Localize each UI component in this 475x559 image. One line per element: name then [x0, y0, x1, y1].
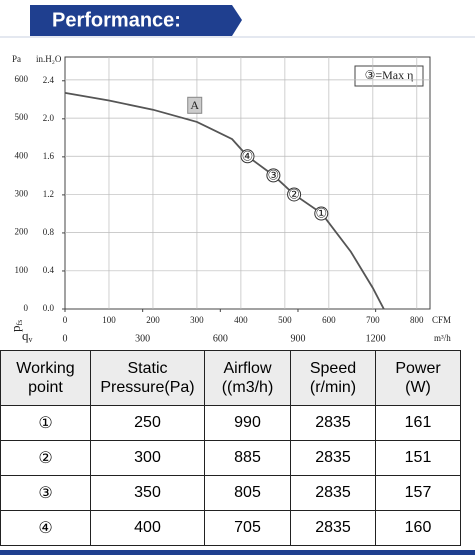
x2-tick-label: 300 — [135, 333, 150, 344]
x-symbol-sub: v — [29, 335, 33, 344]
y-symbol-main: p — [8, 326, 23, 333]
operating-point — [287, 187, 302, 202]
table-cell: 2835 — [290, 405, 376, 441]
table-cell: 2835 — [290, 510, 376, 546]
y-tick-label: 300 — [15, 189, 29, 199]
x2-unit: m³/h — [434, 333, 451, 343]
y2-tick-label: 1.6 — [43, 151, 55, 161]
x-tick-label: 500 — [278, 315, 292, 325]
table-cell: ③ — [0, 475, 91, 511]
note-box — [354, 65, 424, 87]
column-header: Static Pressure(Pa) — [90, 350, 205, 406]
y-tick-label: 400 — [15, 150, 29, 160]
chart: Performance: Pa in.H₂O CFM m³/h qv pfs ③… — [0, 5, 475, 344]
x-tick-label: 300 — [190, 315, 204, 325]
table-cell: 161 — [375, 405, 461, 441]
y-tick-label: 100 — [15, 265, 29, 275]
table-row: ① 250 990 2835 161 — [0, 405, 461, 441]
column-header: Airflow ((m3/h) — [204, 350, 291, 406]
table-cell: 885 — [204, 440, 291, 476]
table-cell: ① — [0, 405, 91, 441]
operating-point-label: ② — [288, 186, 300, 201]
y-tick-label: 0 — [24, 303, 29, 313]
header-row: Working point Static Pressure(Pa) Airflow … — [0, 350, 461, 406]
y2-unit: in.H₂O — [36, 54, 62, 64]
x-symbol: qv — [22, 328, 33, 344]
footer-bar — [0, 550, 475, 555]
annotation: A — [190, 98, 199, 112]
table-cell: 2835 — [290, 440, 376, 476]
x-tick-label: 100 — [102, 315, 116, 325]
y2-tick-label: 1.2 — [43, 189, 54, 199]
x-tick-label: 800 — [410, 315, 424, 325]
table-cell: 157 — [375, 475, 461, 511]
table-body: ① 250 990 2835 161 ② 300 885 2835 151 ③ 350 805 2835 1… — [0, 405, 461, 546]
x-tick-label: 400 — [234, 315, 248, 325]
table-cell: ② — [0, 440, 91, 476]
y-symbol: pfs — [8, 320, 24, 332]
curve — [64, 92, 385, 310]
operating-point-label: ③ — [268, 167, 280, 182]
table-cell: 160 — [375, 510, 461, 546]
y-tick-label: 600 — [15, 74, 29, 84]
x2-tick-label: 1200 — [366, 333, 386, 344]
operating-point-label: ① — [315, 206, 327, 221]
table-cell: 151 — [375, 440, 461, 476]
y2-tick-label: 0.0 — [43, 303, 55, 313]
table-cell: 350 — [90, 475, 205, 511]
table-row: ④ 400 705 2835 160 — [0, 510, 461, 546]
table-cell: 705 — [204, 510, 291, 546]
table-cell: ④ — [0, 510, 91, 546]
annotation-box — [187, 96, 203, 114]
y-unit: Pa — [12, 54, 21, 64]
operating-point-label: ④ — [242, 148, 254, 163]
x-tick-label: 200 — [146, 315, 160, 325]
y-tick-label: 200 — [15, 227, 29, 237]
operating-point — [240, 149, 255, 164]
column-header: Speed (r/min) — [290, 350, 376, 406]
x-tick-label: 600 — [322, 315, 336, 325]
y2-tick-label: 2.0 — [43, 113, 55, 123]
x-tick-label: 700 — [366, 315, 380, 325]
x-unit: CFM — [432, 315, 451, 325]
x2-tick-label: 0 — [63, 333, 68, 344]
column-header: Power (W) — [375, 350, 461, 406]
x-tick-label: 0 — [63, 315, 68, 325]
header-banner — [30, 5, 242, 36]
table-cell: 400 — [90, 510, 205, 546]
table-cell: 2835 — [290, 475, 376, 511]
x2-tick-label: 900 — [290, 333, 305, 344]
plot-frame — [64, 56, 431, 310]
table-cell: 990 — [204, 405, 291, 441]
y-tick-label: 500 — [15, 112, 29, 122]
operating-point — [314, 206, 329, 221]
table-cell: 250 — [90, 405, 205, 441]
table-cell: 300 — [90, 440, 205, 476]
y-symbol-sub: fs — [15, 320, 24, 326]
operating-point — [266, 168, 281, 183]
y2-tick-label: 2.4 — [43, 75, 55, 85]
table-row: ③ 350 805 2835 157 — [0, 475, 461, 511]
note: ③=Max η — [365, 68, 414, 82]
header-title: Performance: — [52, 9, 181, 31]
x2-tick-label: 600 — [213, 333, 228, 344]
spec-table: Working point Static Pressure(Pa) Airflow … — [0, 350, 461, 546]
column-header: Working point — [0, 350, 91, 406]
y2-tick-label: 0.8 — [43, 227, 55, 237]
y2-tick-label: 0.4 — [43, 265, 55, 275]
table-row: ② 300 885 2835 151 — [0, 440, 461, 476]
x-symbol-main: q — [22, 328, 29, 343]
table-cell: 805 — [204, 475, 291, 511]
